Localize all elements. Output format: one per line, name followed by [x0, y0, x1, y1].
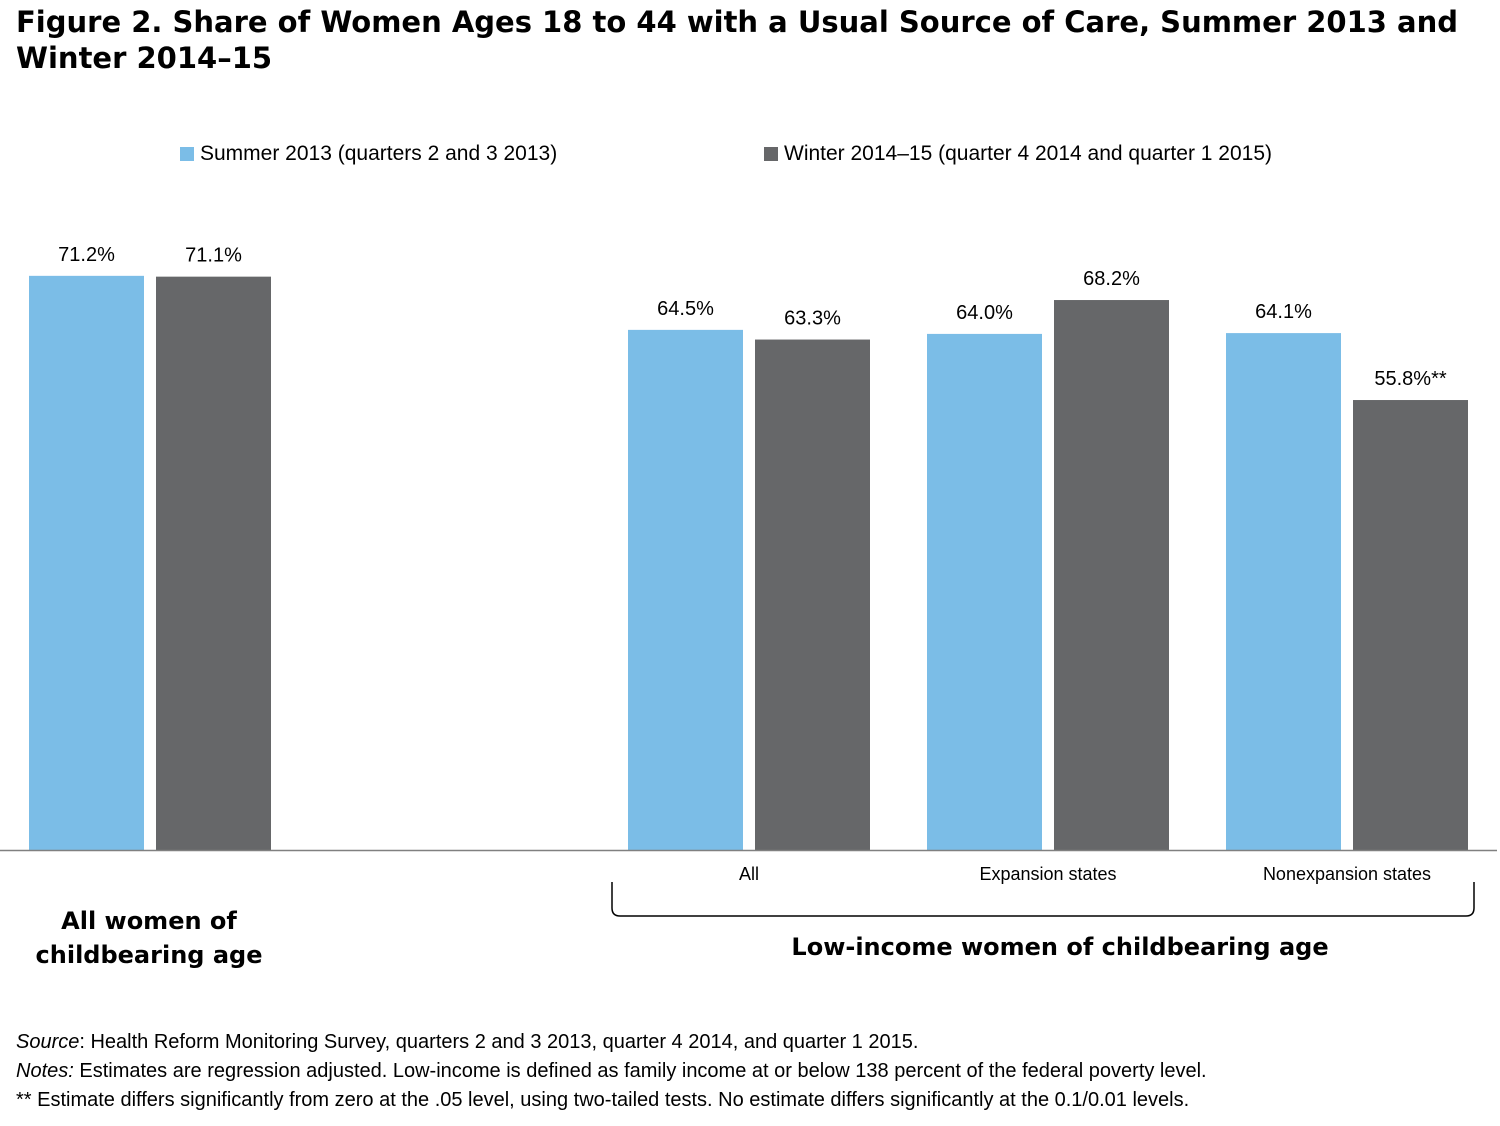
source-text: : Health Reform Monitoring Survey, quart… — [79, 1031, 919, 1053]
legend-swatch-winter — [764, 147, 778, 161]
source-note: Source: Health Reform Monitoring Survey,… — [16, 1028, 1486, 1057]
bar-summer-1 — [628, 329, 743, 850]
legend: Summer 2013 (quarters 2 and 3 2013) Wint… — [0, 142, 1500, 176]
bar-summer-0 — [29, 275, 144, 850]
bar-winter-3 — [1353, 400, 1468, 850]
data-label-winter-3: 55.8%** — [1374, 368, 1446, 390]
chart-title: Figure 2. Share of Women Ages 18 to 44 w… — [16, 5, 1458, 75]
footnotes: Source: Health Reform Monitoring Survey,… — [16, 1028, 1486, 1115]
data-label-winter-0: 71.1% — [185, 245, 242, 267]
source-label: Source — [16, 1031, 80, 1053]
data-label-summer-3: 64.1% — [1255, 301, 1312, 323]
group-label-low-income: Low-income women of childbearing age — [791, 933, 1329, 961]
category-label-3: Nonexpansion states — [1263, 864, 1431, 884]
category-label-2: Expansion states — [979, 864, 1116, 884]
legend-label-winter: Winter 2014–15 (quarter 4 2014 and quart… — [784, 142, 1272, 165]
bar-summer-2 — [927, 333, 1042, 850]
legend-item-summer: Summer 2013 (quarters 2 and 3 2013) — [180, 142, 557, 166]
notes-note: Notes: Estimates are regression adjusted… — [16, 1057, 1486, 1086]
data-label-winter-2: 68.2% — [1083, 268, 1140, 290]
data-label-summer-2: 64.0% — [956, 302, 1013, 324]
bar-chart: 71.2% 71.1% 64.5% 63.3% All 64.0% 68.2% Expansi… — [0, 244, 1497, 917]
data-label-summer-1: 64.5% — [657, 298, 714, 320]
group-label-all-women: All women of childbearing age — [35, 907, 263, 969]
data-label-summer-0: 71.2% — [58, 244, 115, 266]
significance-note: ** Estimate differs significantly from z… — [16, 1089, 1190, 1111]
bar-summer-3 — [1226, 333, 1341, 850]
notes-label: Notes: — [16, 1060, 74, 1082]
legend-swatch-summer — [180, 147, 194, 161]
group-bracket — [611, 882, 1475, 917]
legend-item-winter: Winter 2014–15 (quarter 4 2014 and quart… — [764, 142, 1272, 166]
bar-winter-1 — [755, 339, 870, 850]
data-label-winter-1: 63.3% — [784, 308, 841, 330]
legend-label-summer: Summer 2013 (quarters 2 and 3 2013) — [200, 142, 558, 165]
category-label-1: All — [739, 864, 759, 884]
notes-text: Estimates are regression adjusted. Low-i… — [73, 1060, 1207, 1082]
bar-winter-0 — [156, 276, 271, 850]
bar-winter-2 — [1054, 300, 1169, 851]
